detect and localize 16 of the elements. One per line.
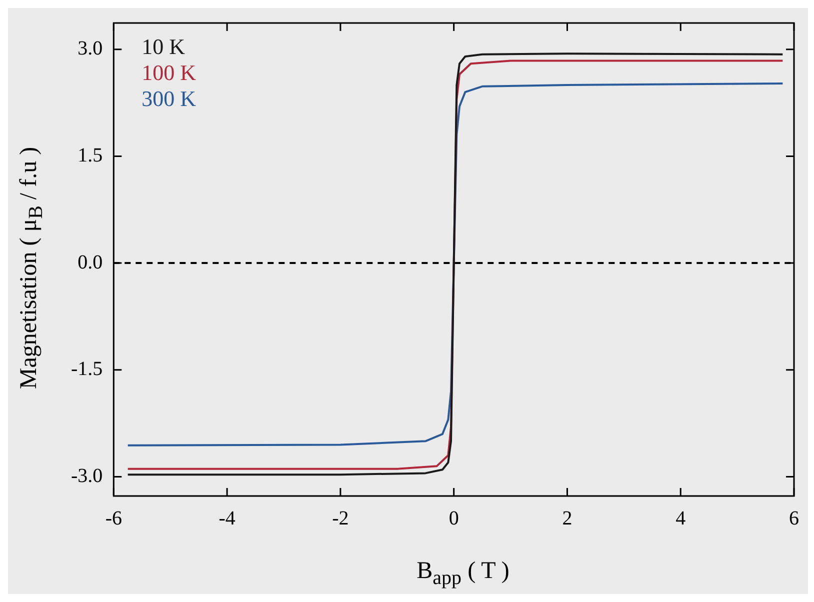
x-tick-label: 0 xyxy=(448,507,459,530)
x-tick-label: 6 xyxy=(789,507,799,530)
x-tick-label: -6 xyxy=(105,507,122,530)
y-tick-label: -1.5 xyxy=(70,358,103,380)
text: 300 K xyxy=(142,86,196,111)
y-tick-label: 1.5 xyxy=(78,144,103,166)
text: 10 K xyxy=(142,34,186,59)
text: 100 K xyxy=(142,60,196,85)
y-tick-label: -3.0 xyxy=(70,465,103,488)
x-tick-label: -4 xyxy=(218,507,236,530)
y-tick-label: 3.0 xyxy=(78,38,103,60)
y-tick-label: 0.0 xyxy=(78,251,103,274)
x-axis-title: B$_{app}$ ( T ) xyxy=(416,558,510,590)
x-tick-label: 4 xyxy=(676,507,686,530)
x-tick-label: 2 xyxy=(562,507,572,530)
x-tick-label: -2 xyxy=(332,507,349,530)
